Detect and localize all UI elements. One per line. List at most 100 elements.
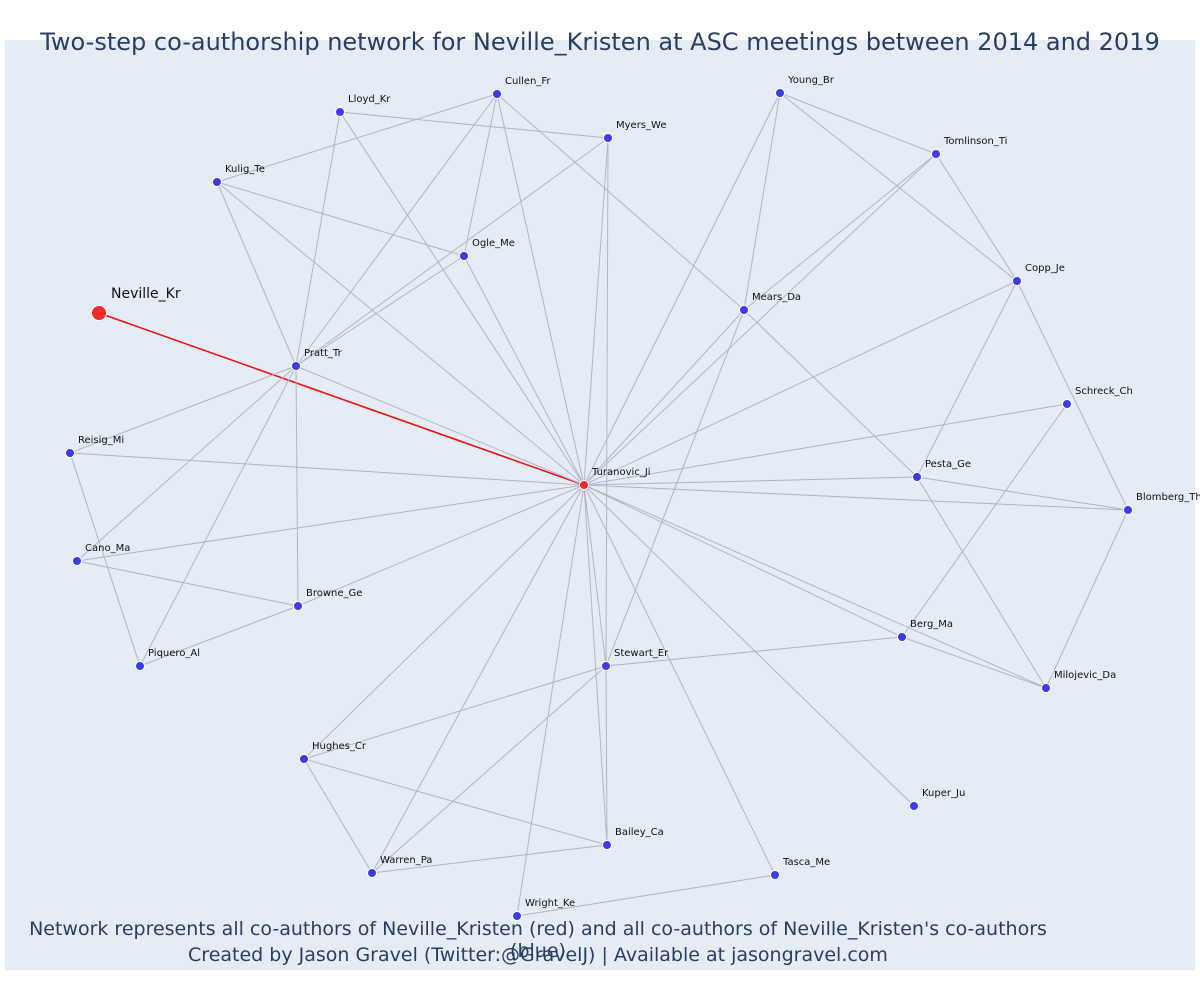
node-Kulig_Te[interactable] [212, 177, 222, 187]
edge-Cullen_Fr-Ogle_Me [463, 93, 498, 257]
node-Tasca_Me[interactable] [770, 870, 780, 880]
node-label-Milojevic_Da: Milojevic_Da [1054, 670, 1116, 681]
node-Cano_Ma[interactable] [72, 556, 82, 566]
edge-Copp_Je-Blomberg_Th [1016, 280, 1129, 511]
node-label-Schreck_Ch: Schreck_Ch [1075, 386, 1133, 397]
node-Warren_Pa[interactable] [367, 868, 377, 878]
edge-Cullen_Fr-Pratt_Tr [295, 93, 498, 367]
edge-Turanovic_Ji-Lloyd_Kr [339, 111, 585, 486]
edge-Young_Br-Mears_Da [743, 92, 781, 311]
edge-Pratt_Tr-Reisig_Mi [69, 365, 297, 454]
edge-Turanovic_Ji-Cano_Ma [76, 484, 585, 562]
edge-Ogle_Me-Pratt_Tr [295, 255, 465, 367]
node-label-Kuper_Ju: Kuper_Ju [922, 788, 965, 799]
edge-Turanovic_Ji-Pratt_Tr [295, 365, 585, 486]
node-Milojevic_Da[interactable] [1041, 683, 1051, 693]
node-Mears_Da[interactable] [739, 305, 749, 315]
node-Reisig_Mi[interactable] [65, 448, 75, 458]
edge-Reisig_Mi-Piquero_Al [69, 452, 141, 667]
node-Young_Br[interactable] [775, 88, 785, 98]
edge-Berg_Ma-Stewart_Er [605, 636, 903, 667]
node-Schreck_Ch[interactable] [1062, 399, 1072, 409]
edge-Turanovic_Ji-Hughes_Cr [303, 484, 585, 760]
edge-Turanovic_Ji-Reisig_Mi [69, 452, 585, 486]
edge-Blomberg_Th-Milojevic_Da [1045, 509, 1129, 689]
edge-Cano_Ma-Browne_Ge [76, 560, 299, 607]
edge-Bailey_Ca-Warren_Pa [371, 844, 608, 874]
edges-layer [69, 92, 1129, 917]
node-label-Tasca_Me: Tasca_Me [782, 857, 830, 868]
node-Stewart_Er[interactable] [601, 661, 611, 671]
node-Myers_We[interactable] [603, 133, 613, 143]
node-Hughes_Cr[interactable] [299, 754, 309, 764]
edge-Turanovic_Ji-Ogle_Me [463, 255, 585, 486]
edge-Hughes_Cr-Bailey_Ca [303, 758, 608, 846]
node-Browne_Ge[interactable] [293, 601, 303, 611]
edge-Tomlinson_Ti-Copp_Je [935, 153, 1018, 282]
edge-Turanovic_Ji-Tasca_Me [583, 484, 776, 876]
node-Kuper_Ju[interactable] [909, 801, 919, 811]
node-Berg_Ma[interactable] [897, 632, 907, 642]
node-Bailey_Ca[interactable] [602, 840, 612, 850]
edge-Turanovic_Ji-Bailey_Ca [583, 484, 608, 846]
edge-Tomlinson_Ti-Mears_Da [743, 153, 937, 311]
node-label-Cullen_Fr: Cullen_Fr [505, 76, 551, 87]
node-Pesta_Ge[interactable] [912, 472, 922, 482]
edge-Cullen_Fr-Kulig_Te [216, 93, 498, 183]
edge-Berg_Ma-Milojevic_Da [901, 636, 1047, 689]
node-Wright_Ke[interactable] [512, 911, 522, 921]
edge-Young_Br-Tomlinson_Ti [779, 92, 937, 155]
node-Ogle_Me[interactable] [459, 251, 469, 261]
edge-Pratt_Tr-Browne_Ge [295, 365, 299, 607]
node-label-Bailey_Ca: Bailey_Ca [615, 827, 664, 838]
node-label-Blomberg_Th: Blomberg_Th [1136, 492, 1200, 503]
node-label-Reisig_Mi: Reisig_Mi [78, 435, 124, 446]
node-label-Tomlinson_Ti: Tomlinson_Ti [943, 136, 1007, 147]
edge-Stewart_Er-Warren_Pa [371, 665, 607, 874]
node-Pratt_Tr[interactable] [291, 361, 301, 371]
node-Neville_Kr[interactable] [91, 305, 107, 321]
edge-Turanovic_Ji-Milojevic_Da [583, 484, 1047, 689]
node-label-Copp_Je: Copp_Je [1025, 263, 1065, 274]
edge-Lloyd_Kr-Pratt_Tr [295, 111, 341, 367]
node-label-Cano_Ma: Cano_Ma [85, 543, 130, 554]
edge-Turanovic_Ji-Copp_Je [583, 280, 1018, 486]
edge-Turanovic_Ji-Schreck_Ch [583, 403, 1068, 486]
node-label-Browne_Ge: Browne_Ge [306, 588, 362, 599]
edge-Turanovic_Ji-Cullen_Fr [496, 93, 585, 486]
edge-Copp_Je-Pesta_Ge [916, 280, 1018, 478]
node-Tomlinson_Ti[interactable] [931, 149, 941, 159]
edge-Tasca_Me-Wright_Ke [516, 874, 776, 917]
caption-line-2: Created by Jason Gravel (Twitter:@Gravel… [188, 944, 888, 966]
node-label-Stewart_Er: Stewart_Er [614, 648, 669, 659]
edge-Turanovic_Ji-Tomlinson_Ti [583, 153, 937, 486]
edge-Pratt_Tr-Piquero_Al [139, 365, 297, 667]
node-label-Neville_Kr: Neville_Kr [111, 286, 181, 302]
node-label-Pratt_Tr: Pratt_Tr [304, 348, 343, 359]
node-label-Mears_Da: Mears_Da [752, 292, 801, 303]
node-label-Turanovic_Ji: Turanovic_Ji [591, 467, 651, 478]
edge-Mears_Da-Stewart_Er [605, 309, 745, 667]
node-Lloyd_Kr[interactable] [335, 107, 345, 117]
node-Cullen_Fr[interactable] [492, 89, 502, 99]
node-Turanovic_Ji[interactable] [579, 480, 589, 490]
plot-background [5, 40, 1195, 970]
node-label-Kulig_Te: Kulig_Te [225, 164, 265, 175]
node-label-Myers_We: Myers_We [616, 120, 666, 131]
node-label-Lloyd_Kr: Lloyd_Kr [348, 94, 391, 105]
edge-Myers_We-Stewart_Er [605, 137, 609, 667]
edge-Hughes_Cr-Warren_Pa [303, 758, 373, 874]
edge-Stewart_Er-Bailey_Ca [605, 665, 608, 846]
edge-Turanovic_Ji-Berg_Ma [583, 484, 903, 638]
node-Copp_Je[interactable] [1012, 276, 1022, 286]
node-Blomberg_Th[interactable] [1123, 505, 1133, 515]
caption-line-1: Network represents all co-authors of Nev… [29, 918, 1047, 962]
edge-Pesta_Ge-Blomberg_Th [916, 476, 1129, 511]
node-Piquero_Al[interactable] [135, 661, 145, 671]
node-label-Pesta_Ge: Pesta_Ge [925, 459, 971, 470]
edge-Young_Br-Copp_Je [779, 92, 1018, 282]
edge-Mears_Da-Pesta_Ge [743, 309, 918, 478]
edge-Turanovic_Ji-Myers_We [583, 137, 609, 486]
edge-Turanovic_Ji-Stewart_Er [583, 484, 607, 667]
